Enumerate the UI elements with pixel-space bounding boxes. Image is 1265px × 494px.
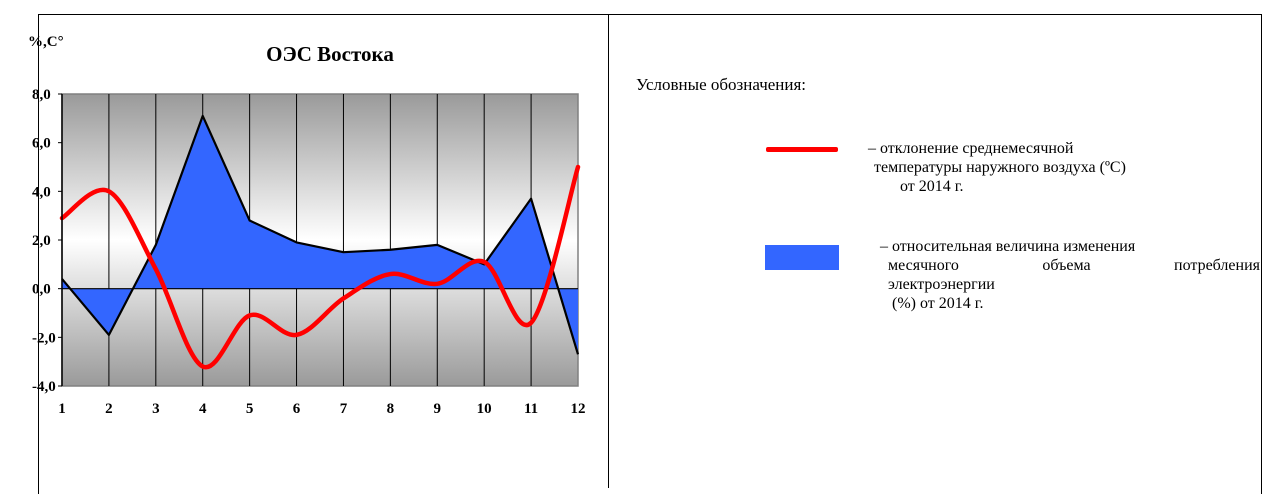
x-tick-label: 9 (434, 401, 442, 417)
plot-area (61, 93, 579, 387)
x-tick-label: 11 (524, 401, 538, 417)
legend-temp-line1: – отклонение среднемесячной (868, 140, 1074, 157)
legend-power-text: – относительная величина изменения месяч… (880, 237, 1260, 313)
legend-power-line1: – относительная величина изменения (880, 238, 1136, 255)
legend-power-line2: месячного объема потребления (880, 256, 1260, 275)
x-tick-label: 8 (387, 401, 395, 417)
x-tick-label: 4 (199, 401, 207, 417)
legend-power-swatch (765, 245, 839, 270)
x-tick-label: 7 (340, 401, 348, 417)
area-fill (62, 115, 578, 355)
x-tick-label: 5 (246, 401, 254, 417)
chart-svg: 8,06,04,02,00,0-2,0-4,01 2 3 4 5 6 7 8 9 10 11 12 %… (28, 34, 586, 417)
x-tick-label: 12 (571, 401, 586, 417)
legend-title: Условные обозначения: (636, 75, 807, 94)
x-tick-label: 2 (105, 401, 113, 417)
axes: 8,06,04,02,00,0-2,0-4,01 2 3 4 5 6 7 8 9 10 11 12 (32, 87, 586, 417)
x-tick-label: 1 (58, 401, 66, 417)
y-tick-label: 4,0 (32, 184, 51, 200)
area-outline (61, 114, 580, 355)
grid-lines (108, 94, 532, 386)
legend-power-word3: потребления (1174, 257, 1260, 274)
legend-temp-text: – отклонение среднемесячной температуры … (868, 139, 1258, 196)
y-tick-label: 6,0 (32, 136, 51, 152)
y-tick-label: -2,0 (32, 330, 56, 346)
x-tick-label: 6 (293, 401, 301, 417)
x-tick-label: 3 (152, 401, 160, 417)
legend-power-word2: объема (1042, 257, 1091, 274)
frame-divider (608, 14, 609, 488)
y-tick-label: 2,0 (32, 233, 51, 249)
legend-temp-line3: от 2014 г. (900, 178, 964, 195)
temperature-line (59, 164, 581, 370)
legend-power-word1: месячного (888, 257, 959, 274)
legend-power-line4: (%) от 2014 г. (892, 295, 984, 312)
y-axis-label: %,С° (28, 34, 64, 50)
legend-temp-line2: температуры наружного воздуха (ºС) (874, 159, 1126, 176)
y-tick-label: 8,0 (32, 87, 51, 103)
area-series (61, 114, 580, 355)
chart-title: ОЭС Востока (266, 42, 394, 66)
y-tick-label: 0,0 (32, 282, 51, 298)
legend-temp-swatch (766, 147, 838, 152)
line-series (59, 164, 581, 370)
x-tick-label: 10 (477, 401, 492, 417)
y-tick-label: -4,0 (32, 379, 56, 395)
figure-frame (38, 14, 1262, 494)
legend-power-line3: электроэнергии (888, 276, 995, 293)
